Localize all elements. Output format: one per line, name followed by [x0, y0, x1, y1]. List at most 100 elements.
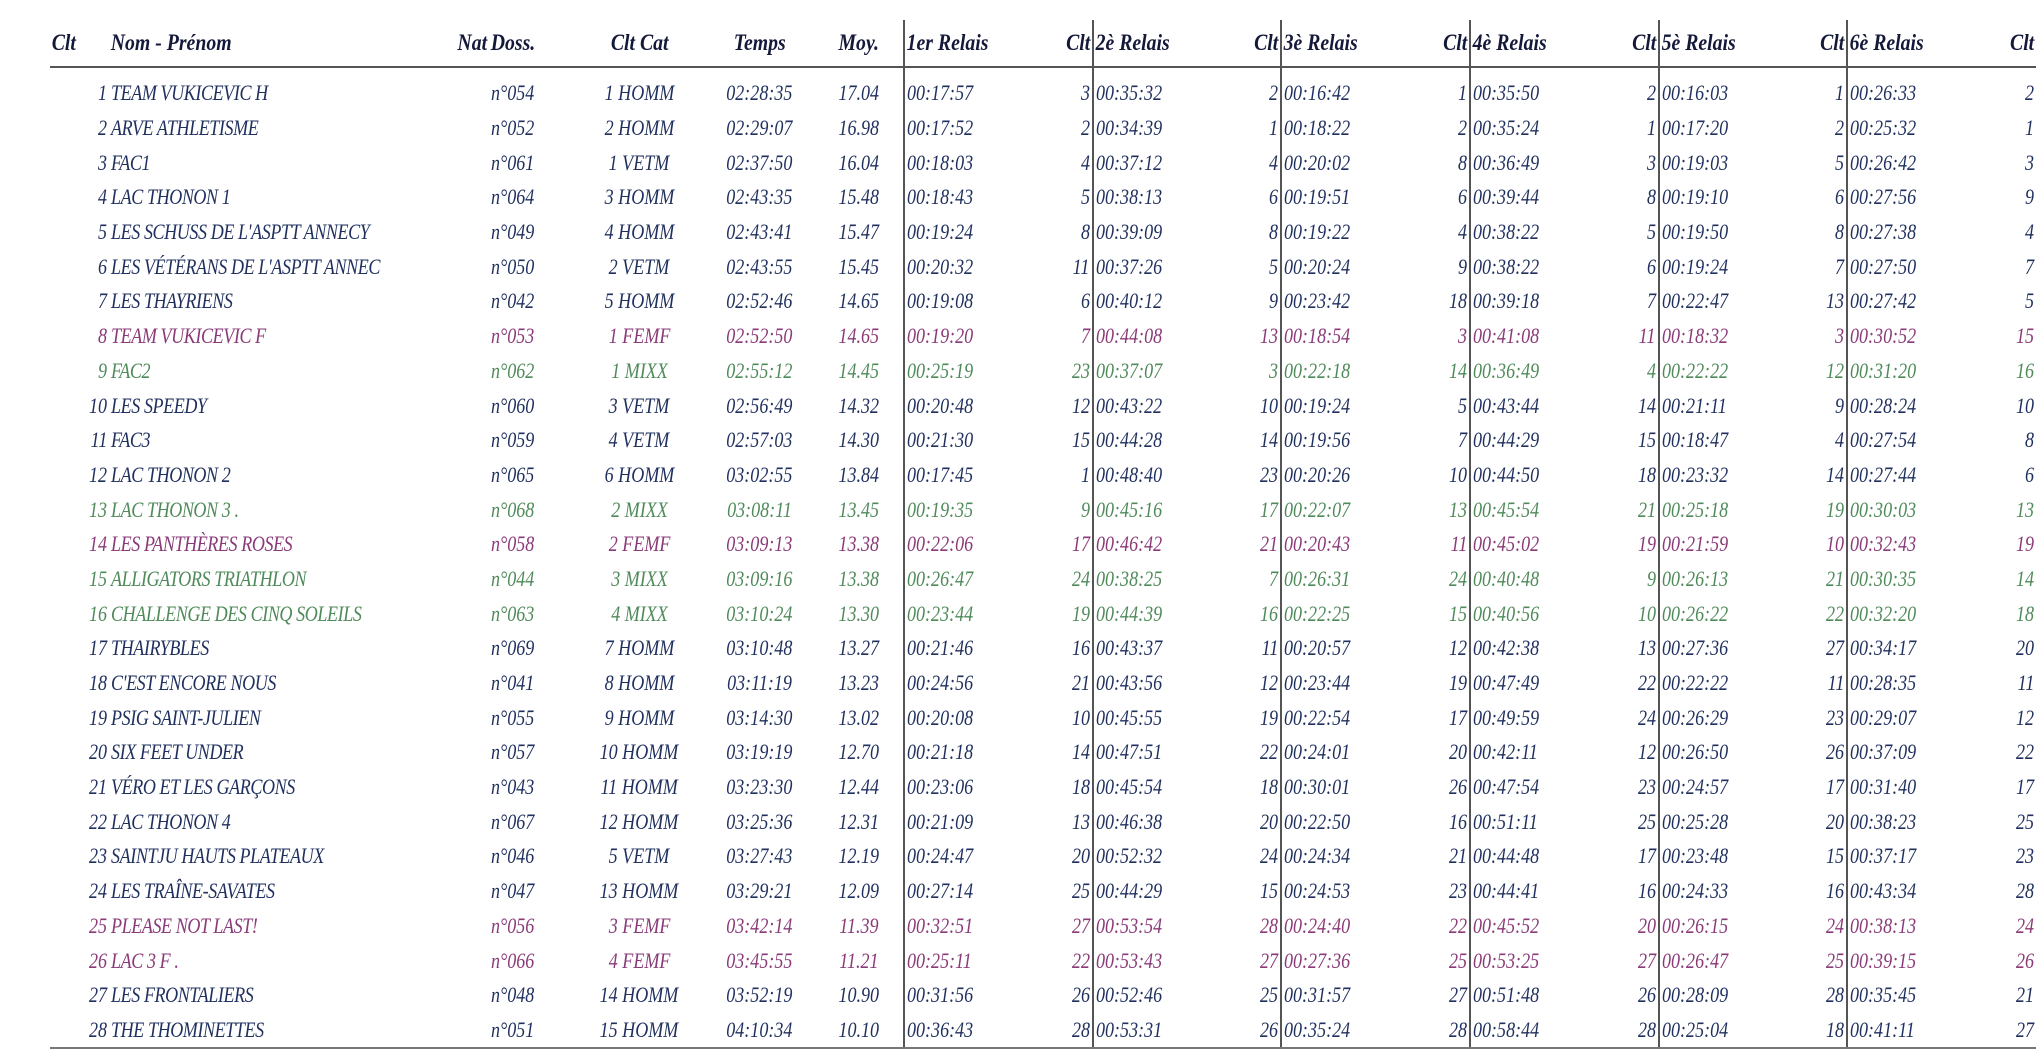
relay-6-rank: 18	[2015, 600, 2034, 626]
relay-2-time-cell: 00:53:31	[1091, 1012, 1242, 1050]
relay-5-time: 00:25:18	[1661, 496, 1728, 522]
relay-4-rank: 25	[1637, 808, 1656, 834]
relay-4-rank-cell: 14	[1619, 388, 1659, 423]
col-clt-cat: Clt Cat	[583, 20, 695, 68]
relay-5-rank: 5	[1835, 149, 1845, 175]
team-name: CHALLENGE DES CINQ SOLEILS	[111, 600, 362, 626]
relay-1-rank: 10	[1071, 704, 1090, 730]
nationality-cell	[441, 978, 489, 1013]
total-time: 02:55:12	[726, 357, 793, 383]
average-speed-cell: 13.84	[815, 458, 903, 493]
table-row: 22 LAC THONON 4 n°067 12 HOMM 03:25:36 12.31 0…	[50, 804, 2036, 840]
category-rank-cell: 1 HOMM	[575, 67, 704, 111]
total-time: 03:09:16	[726, 565, 793, 591]
relay-6-time-cell: 00:38:13	[1846, 908, 1997, 944]
relay-3-rank-cell: 22	[1430, 909, 1470, 944]
team-name: FAC2	[111, 357, 151, 383]
relay-5-rank-cell: 16	[1807, 874, 1847, 909]
average-speed: 10.10	[838, 1016, 880, 1042]
relay-1-time: 00:18:03	[906, 149, 973, 175]
relay-3-time-cell: 00:23:42	[1280, 284, 1431, 319]
relay-3-time: 00:19:22	[1284, 219, 1351, 245]
relay-2-time-cell: 00:37:07	[1091, 353, 1242, 389]
relay-6-time: 00:38:23	[1850, 808, 1917, 834]
relay-1-time: 00:19:35	[906, 496, 973, 522]
relay-6-rank: 12	[2015, 704, 2034, 730]
relay-2-time-cell: 00:45:55	[1091, 700, 1242, 736]
relay-1-rank: 24	[1071, 565, 1090, 591]
relay-3-time: 00:22:50	[1284, 808, 1351, 834]
relay-3-rank: 12	[1448, 635, 1467, 661]
total-time: 02:43:41	[726, 219, 793, 245]
relay-6-rank-cell: 4	[1996, 215, 2036, 250]
relay-6-time: 00:27:56	[1850, 184, 1917, 210]
total-time: 02:43:55	[726, 253, 793, 279]
category-rank-cell: 9 HOMM	[575, 700, 704, 735]
relay-3-time-cell: 00:31:57	[1280, 977, 1431, 1013]
relay-3-rank-cell: 4	[1430, 215, 1470, 250]
relay-4-time: 00:39:18	[1472, 288, 1540, 314]
relay-4-time-cell: 00:42:38	[1468, 631, 1619, 666]
relay-5-time-cell: 00:22:47	[1657, 284, 1808, 319]
col-relais-4-clt: Clt	[1624, 20, 1659, 68]
results-sheet: Clt Nom - Prénom Nat Doss. Clt Cat Temps…	[50, 20, 2036, 1050]
relay-6-time-cell: 00:30:35	[1846, 561, 1997, 597]
relay-4-time: 00:35:50	[1472, 80, 1540, 106]
bib-number-cell: n°057	[489, 735, 574, 770]
relay-3-rank: 11	[1450, 531, 1467, 557]
relay-5-time-cell: 00:26:13	[1657, 561, 1808, 597]
table-row: 14 LES PANTHÈRES ROSES n°058 2 FEMF 03:09:13…	[50, 526, 2036, 562]
bib-number: n°054	[491, 80, 535, 106]
relay-2-rank: 18	[1260, 774, 1279, 800]
relay-2-rank-cell: 28	[1241, 909, 1281, 944]
relay-6-rank: 15	[2015, 323, 2034, 349]
relay-2-time-cell: 00:45:54	[1091, 769, 1242, 805]
relay-2-rank-cell: 26	[1241, 1012, 1282, 1050]
relay-1-time: 00:21:30	[906, 427, 973, 453]
category-rank-cell: 4 HOMM	[575, 215, 704, 250]
relay-6-time-cell: 00:27:38	[1846, 214, 1997, 250]
total-time: 03:09:13	[726, 531, 793, 557]
rank: 3	[98, 149, 108, 175]
team-name-cell: PSIG SAINT-JULIEN	[109, 700, 441, 735]
relay-2-rank-cell: 13	[1241, 319, 1281, 354]
rank-cell: 2	[50, 111, 109, 146]
category-rank-cell: 15 HOMM	[574, 1012, 705, 1050]
relay-2-time-cell: 00:44:28	[1091, 422, 1242, 458]
relay-4-rank-cell: 9	[1619, 562, 1659, 597]
category-rank-cell: 1 FEMF	[575, 319, 704, 354]
relay-4-time-cell: 00:36:49	[1468, 145, 1619, 181]
table-row: 26 LAC 3 F . n°066 4 FEMF 03:45:55 11.21 00:25…	[50, 943, 2036, 978]
average-speed-cell: 13.30	[815, 596, 903, 631]
average-speed-cell: 10.10	[815, 1012, 904, 1050]
relay-1-time-cell: 00:19:35	[902, 492, 1053, 527]
relay-3-time: 00:19:51	[1284, 184, 1351, 210]
relay-4-rank-cell: 19	[1619, 527, 1659, 562]
relay-5-rank-cell: 22	[1807, 596, 1847, 631]
relay-6-rank-cell: 2	[1996, 67, 2036, 111]
relay-1-rank: 25	[1071, 878, 1090, 904]
bib-number-cell: n°044	[489, 562, 574, 597]
rank: 19	[89, 704, 108, 730]
relay-4-rank: 28	[1637, 1016, 1656, 1042]
relay-2-rank-cell: 24	[1241, 839, 1281, 874]
relay-4-rank: 26	[1637, 982, 1656, 1008]
relay-6-time: 00:35:45	[1850, 982, 1917, 1008]
total-time-cell: 03:23:30	[704, 770, 815, 805]
bib-number: n°041	[491, 670, 535, 696]
rank-cell: 20	[50, 735, 109, 770]
table-row: 17 THAIRYBLES n°069 7 HOMM 03:10:48 13.27 00:2…	[50, 631, 2036, 666]
total-time-cell: 02:28:35	[704, 67, 815, 111]
relay-3-time-cell: 00:18:54	[1280, 318, 1431, 354]
col-relais-2: 2è Relais	[1091, 20, 1221, 68]
relay-5-rank-cell: 26	[1807, 735, 1847, 770]
rank-cell: 7	[50, 284, 109, 319]
rank-cell: 27	[50, 978, 109, 1013]
team-name-cell: VÉRO ET LES GARÇONS	[109, 770, 441, 805]
col-relais-3-clt: Clt	[1435, 20, 1470, 68]
relay-4-time-cell: 00:53:25	[1468, 943, 1619, 978]
relay-6-time-cell: 00:27:54	[1846, 422, 1997, 458]
category-rank: 5 HOMM	[604, 288, 675, 314]
bib-number: n°050	[491, 253, 535, 279]
relay-3-rank: 7	[1457, 427, 1467, 453]
